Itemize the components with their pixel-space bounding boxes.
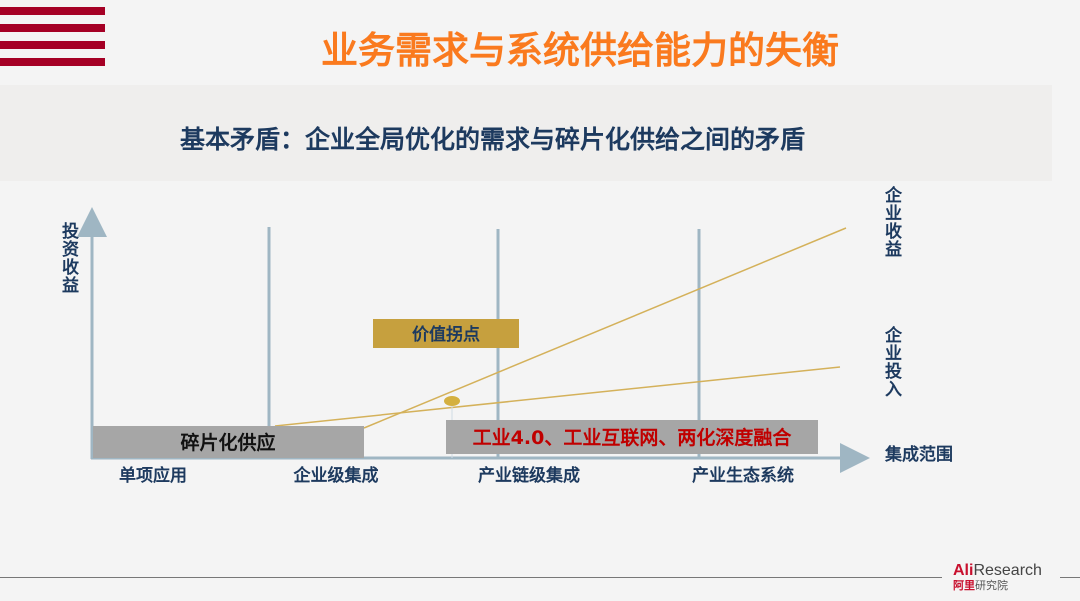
stage-label: 单项应用 <box>119 465 187 486</box>
investment-line-label: 企业投入 <box>881 325 903 398</box>
x-axis-label: 集成范围 <box>884 444 953 465</box>
logo-text: Ali <box>953 562 974 579</box>
footer-divider <box>1060 577 1080 578</box>
inflection-box <box>373 319 519 348</box>
logo-stripes <box>0 7 105 75</box>
investment-line <box>274 366 841 427</box>
aliresearch-logo: AliResearch 阿里研究院 <box>953 562 1042 593</box>
footer-divider <box>0 577 942 578</box>
page-title: 业务需求与系统供给能力的失衡 <box>321 29 839 72</box>
industry-box <box>446 420 818 454</box>
page-subtitle: 基本矛盾：企业全局优化的需求与碎片化供给之间的矛盾 <box>180 125 806 154</box>
inflection-point <box>444 396 460 406</box>
fragmented-supply-box <box>93 426 364 458</box>
stage-label: 企业级集成 <box>293 465 379 486</box>
subtitle-band <box>0 85 1052 181</box>
logo-text: Research <box>973 562 1042 579</box>
logo-text: 阿里 <box>953 579 975 592</box>
revenue-line <box>363 227 847 429</box>
stage-label: 产业生态系统 <box>692 465 794 486</box>
revenue-line-label: 企业收益 <box>881 185 903 258</box>
stage-label: 产业链级集成 <box>478 465 580 486</box>
y-axis-label: 投资收益 <box>58 221 79 294</box>
fragmented-supply-label: 碎片化供应 <box>180 431 275 454</box>
logo-text: 研究院 <box>975 579 1008 592</box>
inflection-label: 价值拐点 <box>412 324 480 345</box>
industry-label: 工业4.0、工业互联网、两化深度融合 <box>473 426 793 449</box>
